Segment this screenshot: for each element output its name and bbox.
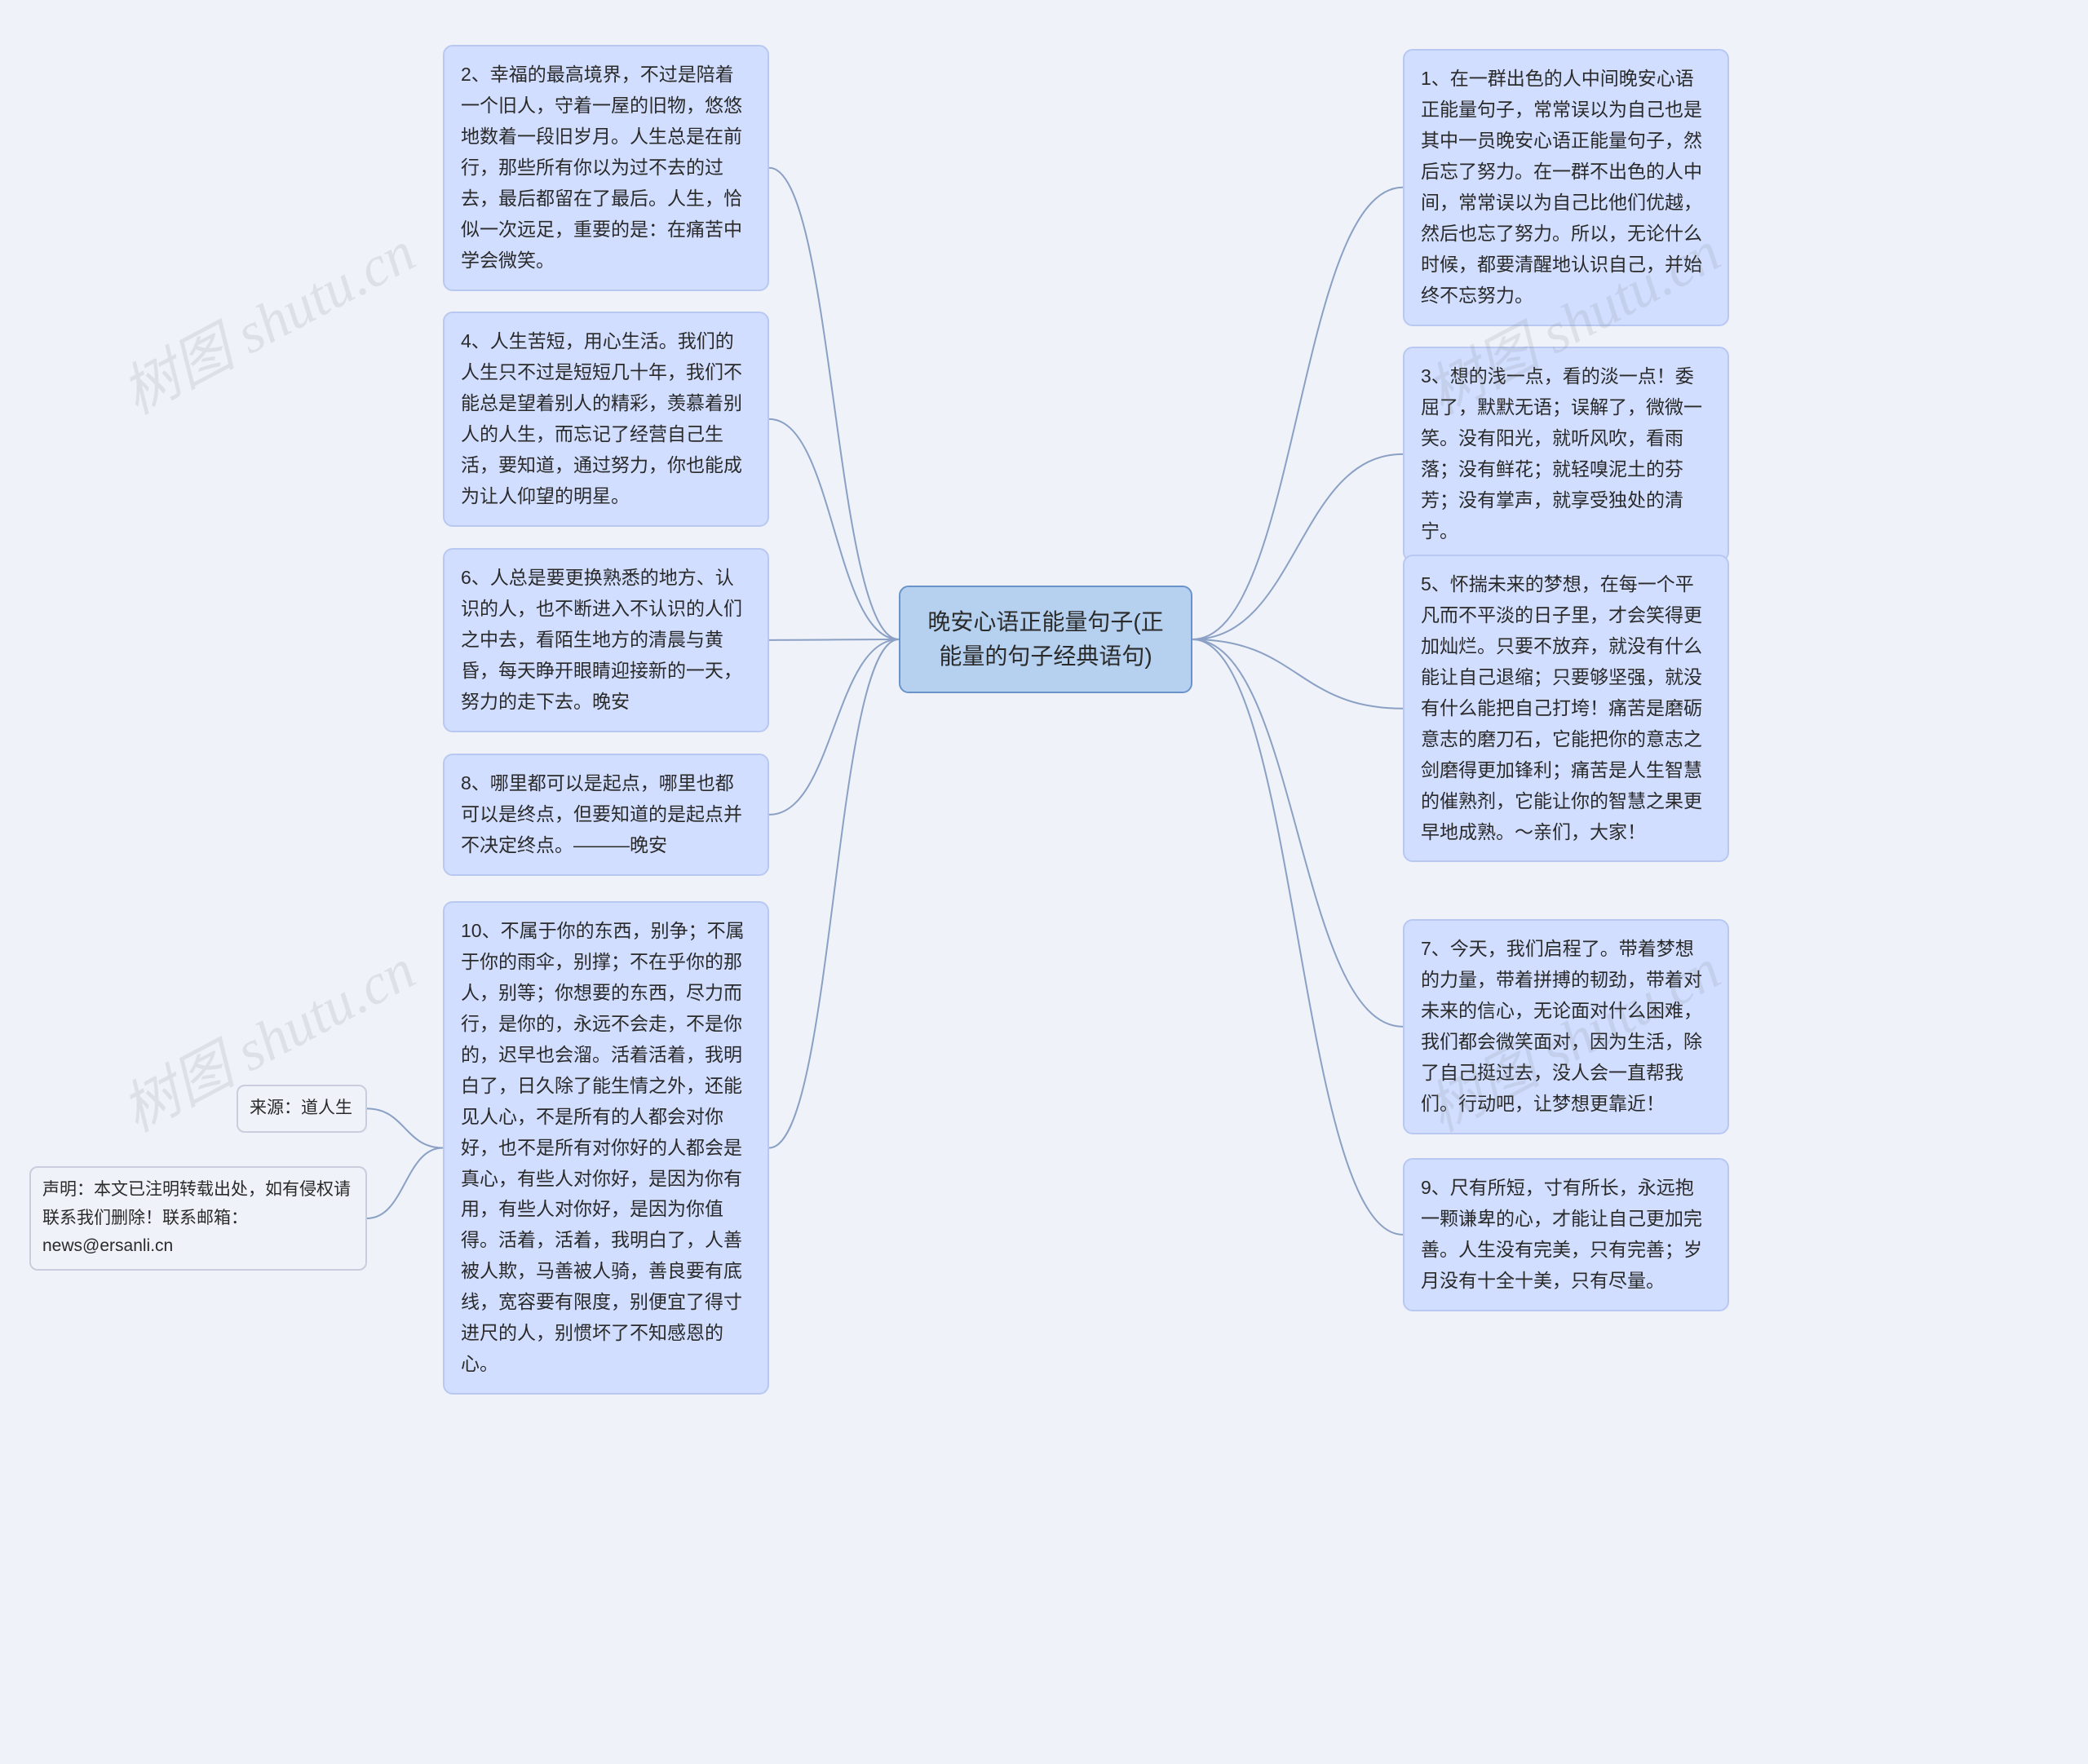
branch-text-l10: 10、不属于你的东西，别争；不属于你的雨伞，别撑；不在乎你的那人，别等；你想要的… (461, 920, 745, 1374)
branch-text-r1: 1、在一群出色的人中间晚安心语正能量句子，常常误以为自己也是其中一员晚安心语正能… (1421, 68, 1702, 306)
branch-node-l6: 6、人总是要更换熟悉的地方、认识的人，也不断进入不认识的人们之中去，看陌生地方的… (443, 548, 769, 732)
branch-node-r5: 5、怀揣未来的梦想，在每一个平凡而不平淡的日子里，才会笑得更加灿烂。只要不放弃，… (1403, 555, 1729, 862)
sub-text-s2: 声明：本文已注明转载出处，如有侵权请联系我们删除！联系邮箱：news@ersan… (42, 1180, 351, 1255)
branch-text-r5: 5、怀揣未来的梦想，在每一个平凡而不平淡的日子里，才会笑得更加灿烂。只要不放弃，… (1421, 573, 1702, 842)
center-node-text: 晚安心语正能量句子(正能量的句子经典语句) (927, 609, 1163, 669)
branch-node-l2: 2、幸福的最高境界，不过是陪着一个旧人，守着一屋的旧物，悠悠地数着一段旧岁月。人… (443, 45, 769, 291)
sub-node-s1: 来源：道人生 (237, 1085, 367, 1133)
branch-text-l8: 8、哪里都可以是起点，哪里也都可以是终点，但要知道的是起点并不决定终点。———晚… (461, 772, 742, 855)
branch-text-l4: 4、人生苦短，用心生活。我们的人生只不过是短短几十年，我们不能总是望着别人的精彩… (461, 330, 742, 506)
branch-node-r9: 9、尺有所短，寸有所长，永远抱一颗谦卑的心，才能让自己更加完善。人生没有完美，只… (1403, 1158, 1729, 1311)
branch-text-l2: 2、幸福的最高境界，不过是陪着一个旧人，守着一屋的旧物，悠悠地数着一段旧岁月。人… (461, 64, 742, 271)
branch-text-r9: 9、尺有所短，寸有所长，永远抱一颗谦卑的心，才能让自己更加完善。人生没有完美，只… (1421, 1177, 1702, 1291)
branch-text-r7: 7、今天，我们启程了。带着梦想的力量，带着拼搏的韧劲，带着对未来的信心，无论面对… (1421, 938, 1702, 1114)
sub-text-s1: 来源：道人生 (250, 1099, 352, 1117)
branch-node-r7: 7、今天，我们启程了。带着梦想的力量，带着拼搏的韧劲，带着对未来的信心，无论面对… (1403, 919, 1729, 1134)
center-node: 晚安心语正能量句子(正能量的句子经典语句) (899, 586, 1192, 693)
branch-node-r1: 1、在一群出色的人中间晚安心语正能量句子，常常误以为自己也是其中一员晚安心语正能… (1403, 49, 1729, 326)
connector-layer (0, 0, 2088, 1764)
watermark-0: 树图 shutu.cn (105, 207, 427, 431)
sub-node-s2: 声明：本文已注明转载出处，如有侵权请联系我们删除！联系邮箱：news@ersan… (29, 1166, 367, 1271)
branch-node-l8: 8、哪里都可以是起点，哪里也都可以是终点，但要知道的是起点并不决定终点。———晚… (443, 754, 769, 876)
branch-text-r3: 3、想的浅一点，看的淡一点！委屈了，默默无语；误解了，微微一笑。没有阳光，就听风… (1421, 365, 1702, 542)
branch-node-r3: 3、想的浅一点，看的淡一点！委屈了，默默无语；误解了，微微一笑。没有阳光，就听风… (1403, 347, 1729, 562)
branch-node-l10: 10、不属于你的东西，别争；不属于你的雨伞，别撑；不在乎你的那人，别等；你想要的… (443, 901, 769, 1395)
branch-node-l4: 4、人生苦短，用心生活。我们的人生只不过是短短几十年，我们不能总是望着别人的精彩… (443, 312, 769, 527)
branch-text-l6: 6、人总是要更换熟悉的地方、认识的人，也不断进入不认识的人们之中去，看陌生地方的… (461, 567, 742, 712)
